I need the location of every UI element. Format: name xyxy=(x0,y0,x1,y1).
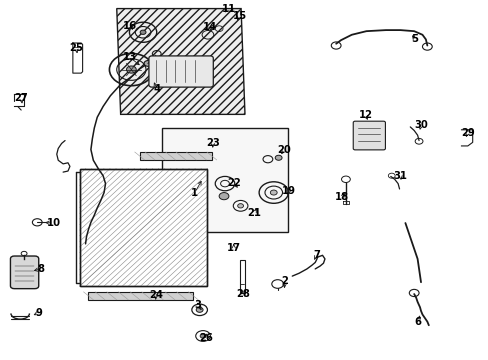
FancyBboxPatch shape xyxy=(352,121,385,150)
Bar xyxy=(239,260,245,293)
FancyBboxPatch shape xyxy=(10,256,39,289)
Text: 5: 5 xyxy=(411,35,418,44)
Text: 9: 9 xyxy=(35,308,42,318)
Text: 18: 18 xyxy=(334,192,348,202)
Text: 23: 23 xyxy=(205,139,219,148)
Circle shape xyxy=(200,334,205,338)
Bar xyxy=(161,128,288,232)
Text: 24: 24 xyxy=(148,291,163,301)
Bar xyxy=(80,168,207,286)
Bar xyxy=(140,152,211,160)
Text: 27: 27 xyxy=(14,93,28,103)
Text: 29: 29 xyxy=(460,128,474,138)
Text: 7: 7 xyxy=(313,250,320,260)
Text: 13: 13 xyxy=(122,52,137,62)
Circle shape xyxy=(270,190,277,195)
Text: 1: 1 xyxy=(191,188,198,198)
Text: 6: 6 xyxy=(413,317,420,327)
Circle shape xyxy=(144,60,152,66)
Text: 8: 8 xyxy=(37,264,44,274)
Text: 17: 17 xyxy=(226,243,240,253)
Text: 16: 16 xyxy=(122,21,137,31)
Polygon shape xyxy=(117,9,244,114)
Bar xyxy=(80,168,207,286)
Text: 12: 12 xyxy=(358,110,372,120)
FancyBboxPatch shape xyxy=(149,56,213,87)
Text: 10: 10 xyxy=(46,218,60,228)
Text: 2: 2 xyxy=(281,276,287,286)
Text: 25: 25 xyxy=(69,43,83,53)
Circle shape xyxy=(126,66,136,73)
Text: 26: 26 xyxy=(199,333,213,343)
Circle shape xyxy=(275,155,282,160)
Text: 4: 4 xyxy=(153,84,160,94)
Text: 21: 21 xyxy=(247,208,261,218)
Circle shape xyxy=(196,307,203,312)
Text: 20: 20 xyxy=(277,144,291,154)
Text: 31: 31 xyxy=(393,171,407,181)
Bar xyxy=(88,292,193,300)
Text: 14: 14 xyxy=(203,22,217,32)
Circle shape xyxy=(237,204,243,208)
Text: 3: 3 xyxy=(194,300,201,310)
Circle shape xyxy=(140,30,146,35)
Text: 15: 15 xyxy=(232,11,246,21)
Text: 28: 28 xyxy=(236,289,250,299)
Circle shape xyxy=(219,193,228,200)
Text: 30: 30 xyxy=(413,121,427,130)
Text: 22: 22 xyxy=(226,178,240,188)
Text: 11: 11 xyxy=(222,4,236,14)
Circle shape xyxy=(341,176,349,183)
Text: 19: 19 xyxy=(281,186,295,197)
